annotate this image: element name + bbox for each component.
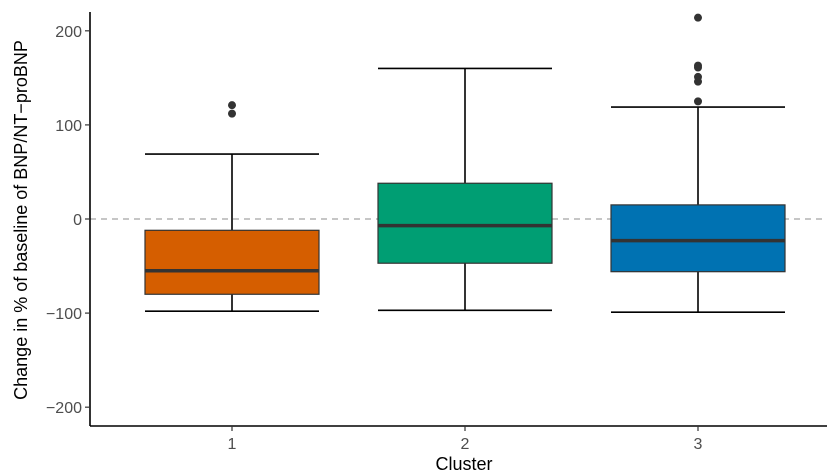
axes: −200 −100 0 100 200 1 2 3: [46, 12, 827, 453]
x-tick-label: 3: [694, 436, 703, 453]
y-tick-label: −200: [46, 400, 82, 417]
box-iqr: [144, 229, 320, 295]
box-cluster-1: [144, 101, 320, 313]
y-axis-title: Change in % of baseline of BNP/NT−proBNP: [11, 40, 31, 400]
outlier-point: [228, 109, 236, 118]
x-tick-label: 1: [228, 436, 237, 453]
box-iqr: [610, 204, 786, 273]
y-tick-label: 200: [55, 24, 82, 41]
outlier-point: [694, 63, 702, 72]
box-iqr: [377, 182, 553, 264]
y-tick-label: 0: [73, 212, 82, 229]
y-tick-label: −100: [46, 306, 82, 323]
box-cluster-2: [377, 67, 553, 312]
outlier-point: [694, 97, 702, 106]
x-axis-title: Cluster: [435, 454, 492, 474]
outlier-point: [228, 101, 236, 110]
plot-marks: [90, 13, 827, 313]
x-tick-label: 2: [461, 436, 470, 453]
outlier-point: [694, 13, 702, 22]
outlier-point: [694, 77, 702, 86]
box-cluster-3: [610, 13, 786, 313]
y-tick-label: 100: [55, 118, 82, 135]
